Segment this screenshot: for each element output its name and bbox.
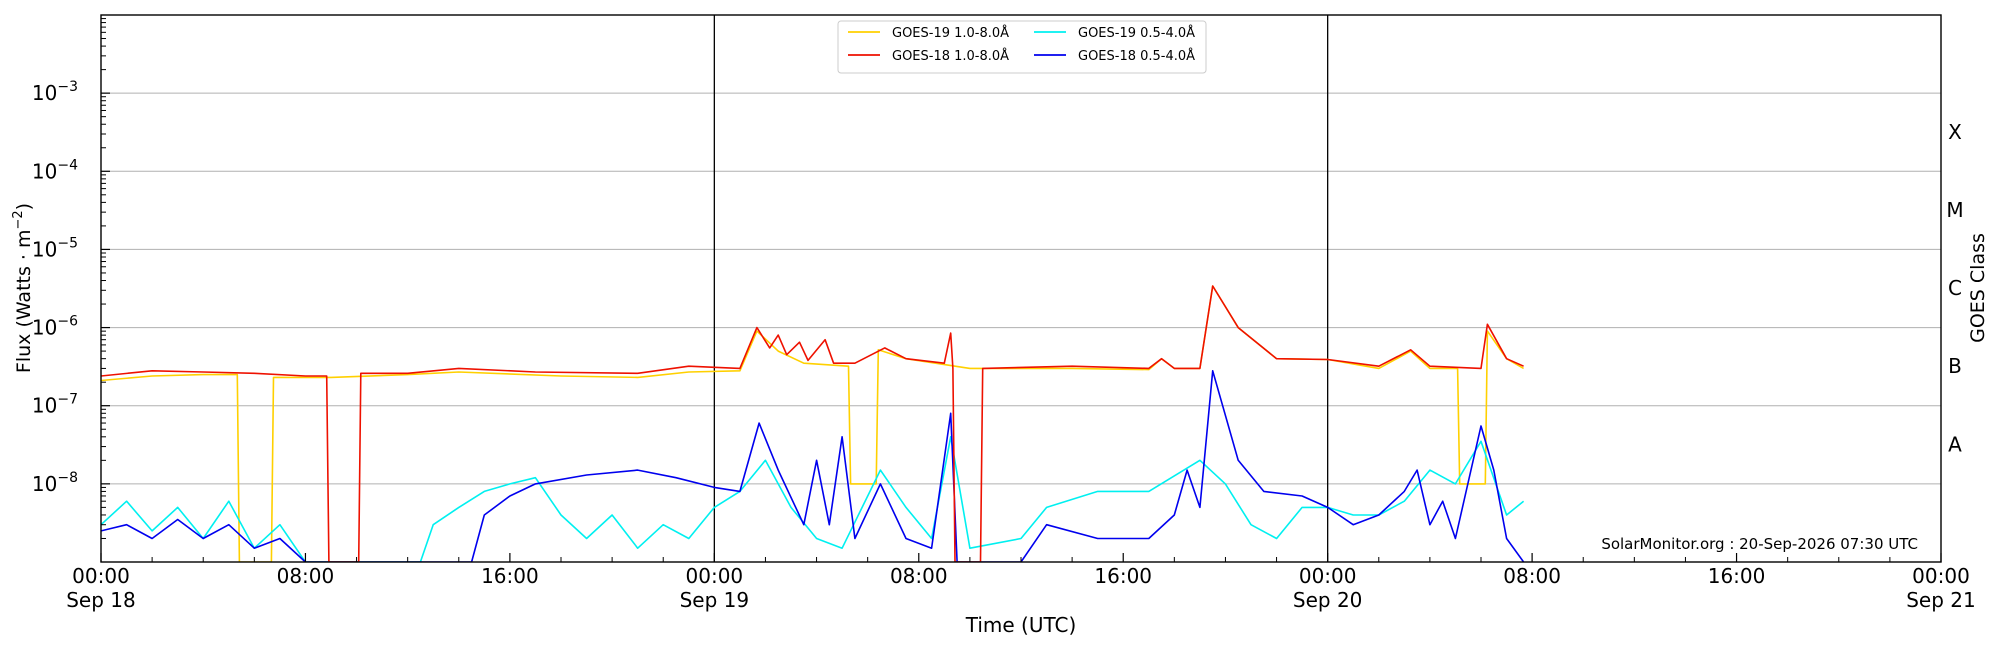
y-tick-label: 10−6 bbox=[32, 314, 78, 340]
legend-label: GOES-19 0.5-4.0Å bbox=[1078, 25, 1195, 41]
x-tick-date-label: Sep 21 bbox=[1906, 588, 1976, 612]
x-tick-label: 00:00 bbox=[72, 564, 130, 588]
x-tick-label: 16:00 bbox=[481, 564, 539, 588]
series-line bbox=[101, 370, 1525, 562]
y-axis-label: Flux (Watts · m−2) bbox=[11, 203, 35, 373]
legend-label: GOES-19 1.0-8.0Å bbox=[892, 25, 1009, 41]
x-tick-label: 00:00 bbox=[1912, 564, 1970, 588]
legend-label: GOES-18 0.5-4.0Å bbox=[1078, 48, 1195, 64]
x-tick-label: 08:00 bbox=[277, 564, 335, 588]
x-tick-date-label: Sep 20 bbox=[1293, 588, 1363, 612]
y-tick-label: 10−8 bbox=[32, 470, 78, 496]
goes-class-label: C bbox=[1948, 276, 1962, 300]
x-tick-label: 16:00 bbox=[1094, 564, 1152, 588]
grid-lines bbox=[101, 92, 1941, 485]
day-boundary-lines bbox=[713, 15, 1329, 562]
series-line bbox=[101, 285, 1524, 562]
x-tick-date-label: Sep 18 bbox=[66, 588, 136, 612]
legend-box bbox=[837, 20, 1207, 74]
goes-class-label: X bbox=[1948, 120, 1962, 144]
goes-class-axis-label: GOES Class bbox=[1967, 233, 1989, 343]
y-axis: 10−8 10−7 10−6 10−5 10−4 10−3 bbox=[32, 18, 110, 539]
x-tick-date-label: Sep 19 bbox=[680, 588, 750, 612]
y-tick-label: 10−5 bbox=[32, 235, 78, 261]
x-tick-label: 00:00 bbox=[1299, 564, 1357, 588]
y-tick-label: 10−7 bbox=[32, 392, 78, 418]
goes-class-axis: A B C M X bbox=[1946, 120, 1963, 457]
legend: GOES-19 1.0-8.0Å GOES-18 1.0-8.0Å GOES-19 … bbox=[837, 20, 1207, 74]
series-lines bbox=[101, 285, 1525, 562]
goes-class-label: B bbox=[1948, 354, 1962, 378]
y-tick-label: 10−3 bbox=[32, 79, 78, 105]
y-tick-label: 10−4 bbox=[32, 157, 78, 183]
legend-label: GOES-18 1.0-8.0Å bbox=[892, 48, 1009, 64]
x-tick-label: 08:00 bbox=[1503, 564, 1561, 588]
plot-frame bbox=[100, 14, 1942, 563]
x-tick-label: 16:00 bbox=[1708, 564, 1766, 588]
credit-text: SolarMonitor.org : 20-Sep-2026 07:30 UTC bbox=[1601, 535, 1918, 553]
x-tick-label: 08:00 bbox=[890, 564, 948, 588]
x-tick-label: 00:00 bbox=[686, 564, 744, 588]
goes-class-label: A bbox=[1948, 432, 1962, 456]
series-line bbox=[101, 285, 1524, 562]
x-axis-label: Time (UTC) bbox=[965, 613, 1077, 637]
goes-class-label: M bbox=[1946, 198, 1963, 222]
